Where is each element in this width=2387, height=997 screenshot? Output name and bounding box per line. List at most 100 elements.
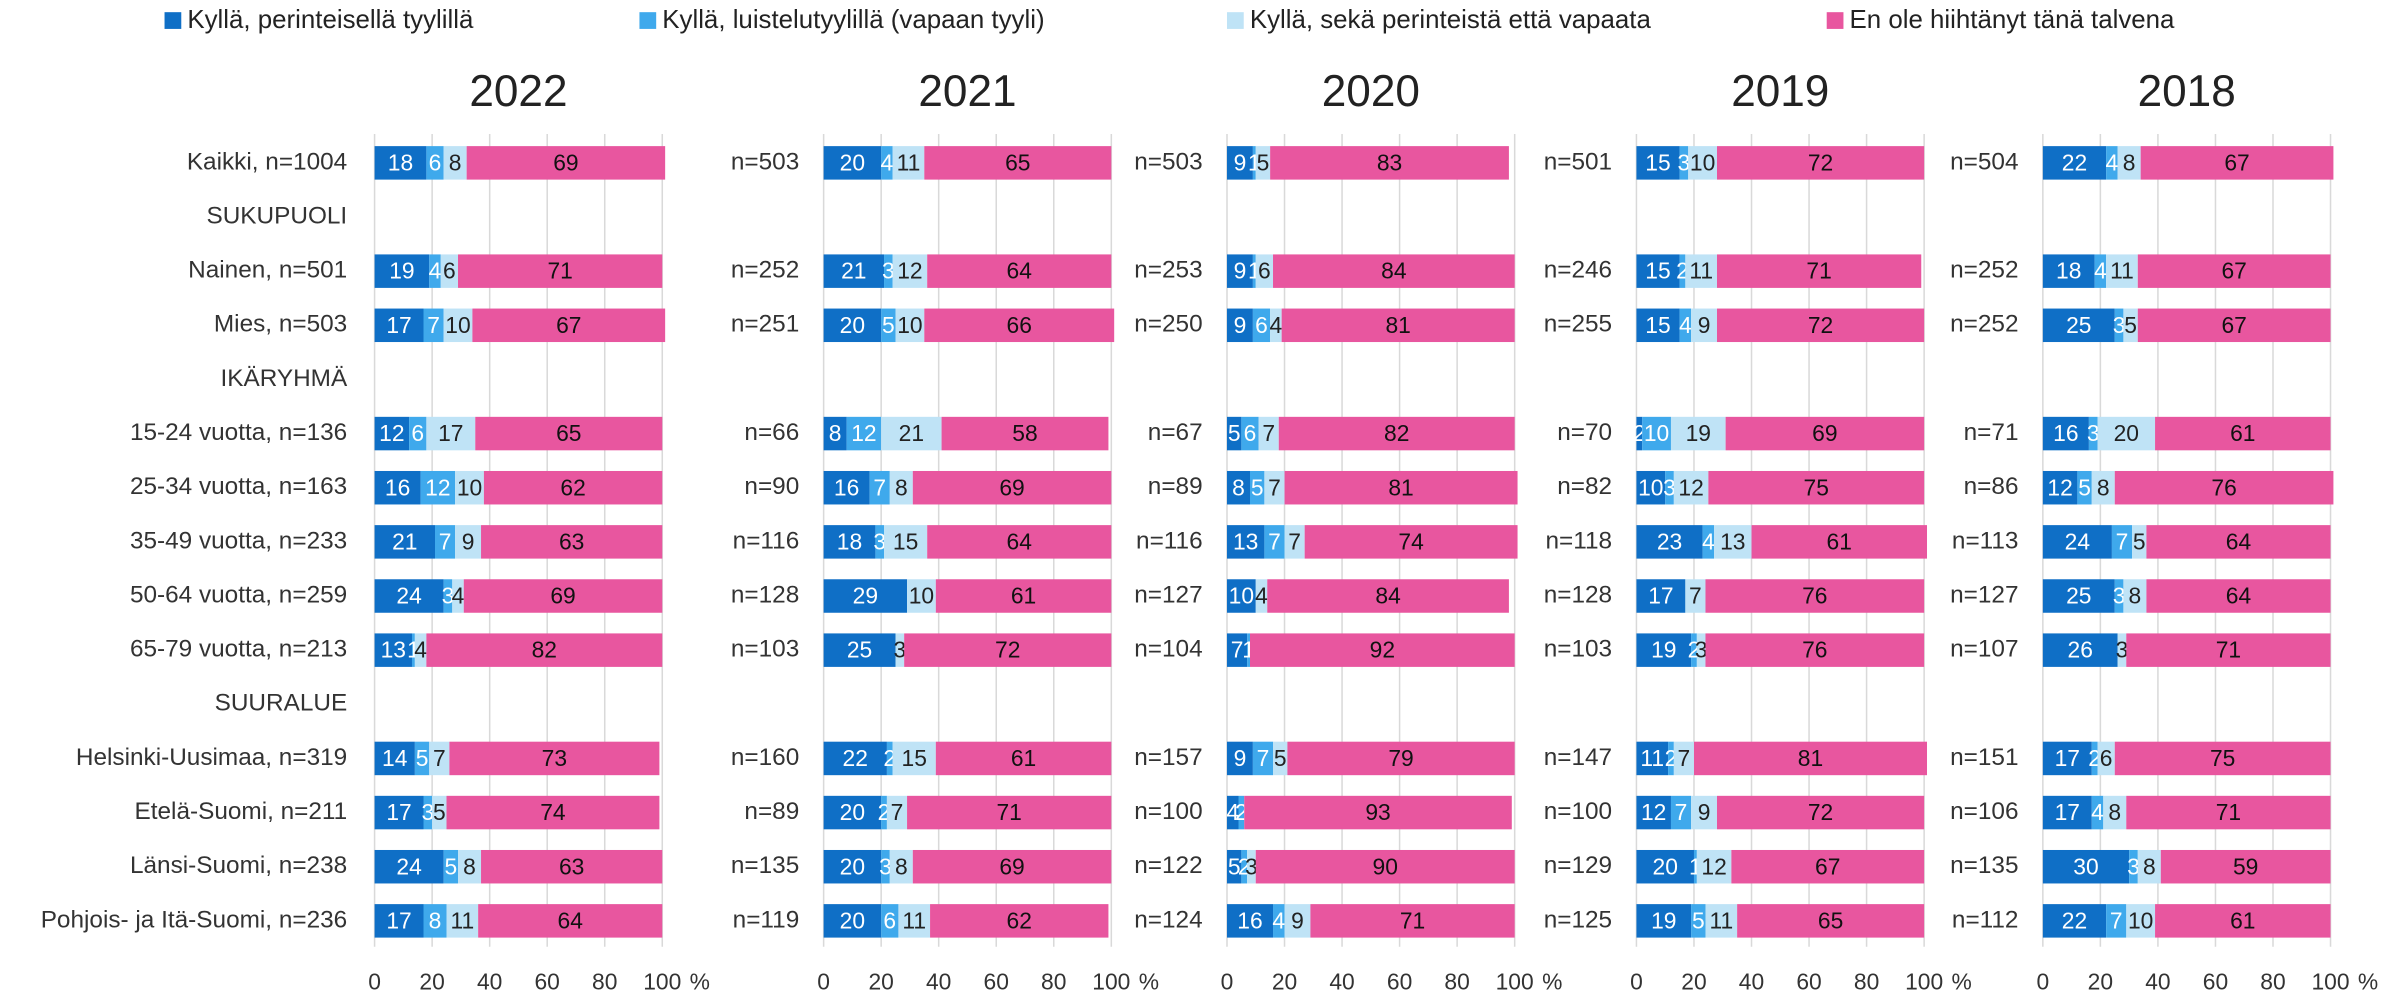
- value-label: 7: [2116, 528, 2129, 554]
- value-label: 66: [1007, 312, 1032, 338]
- value-label: 9: [1698, 799, 1711, 825]
- value-label: 8: [429, 907, 442, 933]
- bar-segment: [1310, 904, 1515, 938]
- bar-segment: [1287, 741, 1515, 776]
- bar-segment: [429, 254, 441, 288]
- bar-segment: [1696, 849, 1732, 884]
- bar-segment: [823, 633, 896, 667]
- bar-segment: [2042, 525, 2112, 559]
- bar-segment: [912, 849, 1112, 884]
- category-label: n=116: [733, 527, 800, 554]
- bar-segment: [2091, 795, 2104, 830]
- bar-segment: [1226, 795, 1239, 830]
- panel-title: 2018: [2138, 67, 2236, 116]
- value-label: 81: [1388, 474, 1413, 500]
- bar-segment: [414, 741, 430, 776]
- bar-segment: [374, 741, 415, 776]
- x-tick-label: 80: [592, 968, 617, 994]
- bar-segment: [2160, 849, 2331, 884]
- value-label: 71: [2216, 799, 2241, 825]
- value-label: 6: [429, 149, 442, 175]
- bar-segment: [930, 904, 1109, 938]
- bar-segment: [1696, 633, 1706, 667]
- category-label: n=252: [731, 257, 799, 284]
- value-label: 15: [1645, 258, 1670, 284]
- bar-segment: [1273, 904, 1285, 938]
- bar-segment: [1636, 416, 1643, 451]
- category-label: n=116: [1136, 527, 1203, 554]
- value-label: 67: [2221, 258, 2246, 284]
- value-label: 7: [873, 474, 886, 500]
- category-label: n=160: [731, 744, 799, 771]
- value-label: 4: [429, 258, 442, 284]
- value-label: 69: [999, 474, 1024, 500]
- category-label: n=129: [1544, 852, 1612, 879]
- bar-segment: [881, 146, 893, 180]
- value-label: 64: [2226, 528, 2252, 554]
- bar-segment: [927, 525, 1112, 559]
- bar-segment: [1226, 254, 1253, 288]
- bar-segment: [374, 308, 424, 343]
- bar-segment: [1250, 633, 1515, 667]
- bar-segment: [1705, 904, 1738, 938]
- value-label: 9: [1234, 258, 1247, 284]
- value-label: 17: [386, 799, 411, 825]
- category-label: n=246: [1544, 257, 1612, 284]
- value-label: 69: [999, 853, 1024, 879]
- bar-segment: [1636, 795, 1671, 830]
- value-label: 23: [1657, 528, 1682, 554]
- value-label: 17: [2055, 799, 2080, 825]
- bar-segment: [1731, 849, 1925, 884]
- bar-segment: [823, 849, 882, 884]
- value-label: 11: [1640, 745, 1664, 771]
- value-label: 3: [894, 637, 907, 663]
- value-label: 69: [1812, 420, 1837, 446]
- value-label: 6: [443, 258, 456, 284]
- value-label: 13: [1233, 528, 1258, 554]
- category-label: n=71: [1964, 419, 2019, 446]
- bar-segment: [1725, 416, 1925, 451]
- bar-segment: [1226, 633, 1248, 667]
- panel-title: 2021: [918, 67, 1016, 116]
- bar-segment: [2155, 416, 2331, 451]
- value-label: 17: [386, 312, 411, 338]
- bar-segment: [1226, 904, 1274, 938]
- bar-segment: [823, 579, 908, 613]
- bar-segment: [1705, 579, 1925, 613]
- category-label: n=151: [1950, 744, 2018, 771]
- bar-segment: [1691, 795, 1717, 830]
- bar-segment: [884, 254, 893, 288]
- value-label: 7: [1262, 420, 1275, 446]
- bar-segment: [1252, 741, 1274, 776]
- category-label: n=103: [1544, 636, 1612, 663]
- value-label: 26: [2068, 637, 2093, 663]
- value-label: 7: [1268, 528, 1281, 554]
- bar-segment: [1250, 470, 1265, 505]
- value-label: 8: [2143, 853, 2156, 879]
- category-label: n=253: [1134, 257, 1202, 284]
- bar-segment: [2146, 525, 2331, 559]
- value-label: 90: [1373, 853, 1398, 879]
- value-label: 61: [2230, 907, 2255, 933]
- category-label: n=255: [1544, 311, 1612, 338]
- value-label: 12: [425, 474, 450, 500]
- value-label: 92: [1370, 637, 1395, 663]
- bar-segment: [2042, 633, 2118, 667]
- value-label: 4: [881, 149, 894, 175]
- bar-segment: [935, 579, 1112, 613]
- bar-segment: [426, 633, 663, 667]
- bar-segment: [2126, 795, 2331, 830]
- value-label: 69: [550, 583, 575, 609]
- value-label: 12: [1641, 799, 1666, 825]
- bar-segment: [432, 795, 447, 830]
- bar-segment: [1670, 416, 1726, 451]
- value-label: 12: [1678, 474, 1703, 500]
- value-label: 4: [414, 637, 427, 663]
- category-label: Etelä-Suomi, n=211: [135, 798, 348, 825]
- bar-segment: [1244, 795, 1512, 830]
- bar-segment: [374, 849, 444, 884]
- bar-segment: [823, 416, 847, 451]
- value-label: 93: [1365, 799, 1390, 825]
- value-label: 72: [1808, 799, 1833, 825]
- x-tick-label: 20: [1272, 968, 1297, 994]
